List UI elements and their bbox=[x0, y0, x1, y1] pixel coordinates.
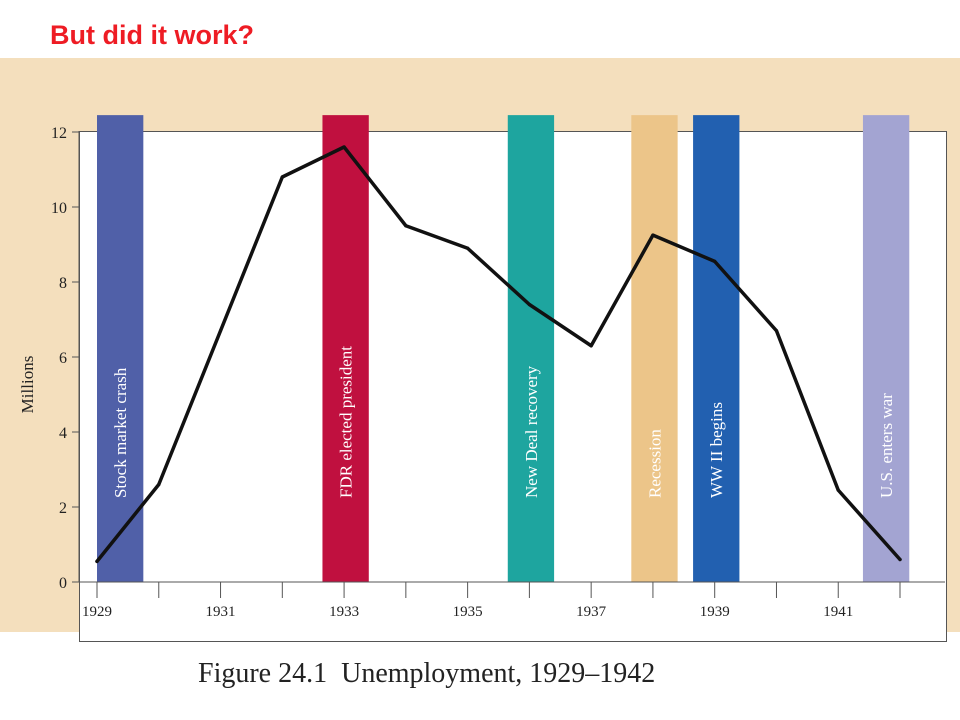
data-point-0-2 bbox=[218, 329, 223, 333]
series-line-0 bbox=[95, 145, 902, 564]
figure-panel: Stock market crash FDR elected president N… bbox=[0, 58, 960, 642]
data-point-0-9 bbox=[651, 233, 655, 237]
data-point-0-1 bbox=[157, 482, 161, 487]
event-label-3: Recession bbox=[645, 429, 664, 498]
figure-caption: Figure 24.1 Unemployment, 1929–1942 bbox=[198, 658, 656, 689]
x-tick-label-3: 1935 bbox=[453, 604, 483, 620]
slide-title: But did it work? bbox=[50, 20, 254, 50]
data-point-0-12 bbox=[836, 488, 840, 492]
y-tick-label-3: 6 bbox=[59, 350, 67, 367]
x-tick-label-1: 1931 bbox=[206, 604, 236, 620]
y-tick-label-0: 0 bbox=[59, 575, 67, 592]
data-point-0-4 bbox=[342, 145, 346, 149]
event-label-2: New Deal recovery bbox=[522, 365, 541, 498]
y-tick-label-1: 2 bbox=[59, 500, 67, 517]
event-label-4: WW II begins bbox=[707, 402, 726, 498]
event-label-1: FDR elected president bbox=[337, 346, 356, 498]
y-axis-label: Millions bbox=[18, 356, 37, 414]
data-point-0-6 bbox=[466, 246, 470, 250]
data-point-0-10 bbox=[713, 259, 717, 263]
event-band-1 bbox=[322, 115, 369, 582]
data-point-0-7 bbox=[527, 302, 531, 307]
event-band-0 bbox=[97, 115, 144, 582]
data-point-0-5 bbox=[404, 224, 408, 228]
event-band-4 bbox=[693, 115, 740, 582]
data-point-0-3 bbox=[280, 175, 284, 179]
data-point-0-0 bbox=[95, 559, 99, 563]
x-tick-label-2: 1933 bbox=[329, 604, 359, 620]
event-label-5: U.S. enters war bbox=[877, 393, 896, 498]
event-label-0: Stock market crash bbox=[111, 367, 130, 498]
x-tick-label-5: 1939 bbox=[700, 604, 730, 620]
x-tick-label-6: 1941 bbox=[823, 604, 853, 620]
y-tick-label-2: 4 bbox=[59, 425, 67, 442]
y-tick-label-4: 8 bbox=[59, 275, 67, 292]
event-band-2 bbox=[507, 115, 555, 582]
event-band-5 bbox=[862, 115, 910, 582]
y-tick-label-5: 10 bbox=[51, 200, 67, 217]
y-tick-label-6: 12 bbox=[51, 125, 67, 142]
event-band-3 bbox=[631, 115, 678, 582]
unemployment-chart: Stock market crash FDR elected president N… bbox=[18, 115, 945, 620]
x-tick-label-4: 1937 bbox=[576, 604, 607, 620]
x-tick-label-0: 1929 bbox=[82, 604, 112, 620]
data-point-0-13 bbox=[898, 557, 902, 562]
data-point-0-11 bbox=[774, 329, 779, 333]
data-point-0-8 bbox=[589, 344, 593, 348]
